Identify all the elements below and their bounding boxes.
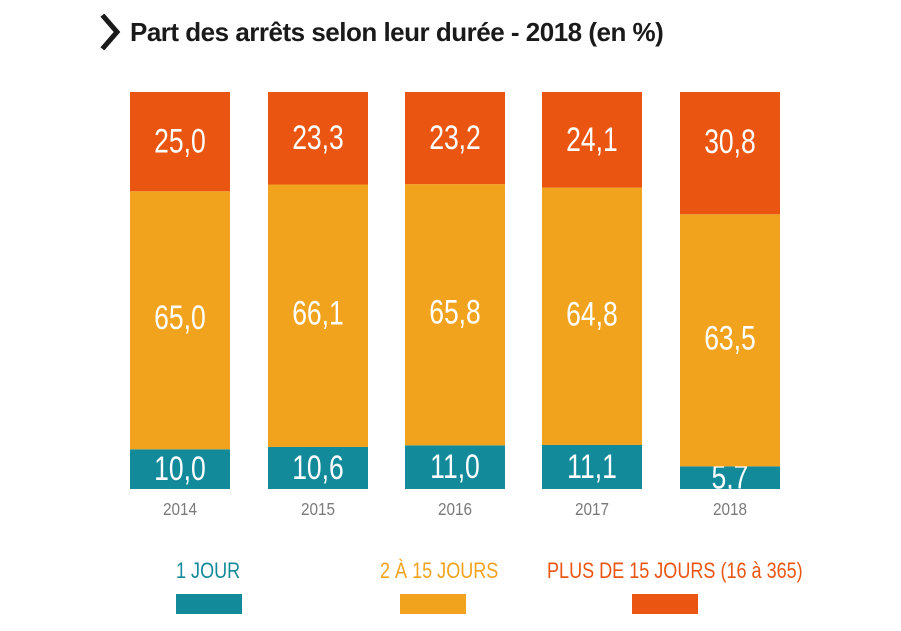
- bar-segment-2014-1: [130, 449, 230, 489]
- bar-value-label-2014-3: 25,0: [154, 122, 206, 160]
- chevron-right-icon: [100, 14, 121, 50]
- bar-value-label-2018-2: 63,5: [704, 319, 756, 357]
- bar-value-label-2015-3: 23,3: [292, 119, 344, 157]
- bar-segment-2016-3: [405, 92, 505, 185]
- chart-title-row: Part des arrêts selon leur durée - 2018 …: [100, 12, 664, 52]
- bar-value-label-2016-3: 23,2: [429, 119, 481, 157]
- bar-value-label-2016-1: 11,0: [430, 448, 480, 486]
- bar-segment-2016-2: [405, 184, 505, 446]
- legend-label-plus-de-15-jours: PLUS DE 15 JOURS (16 à 365): [547, 558, 803, 583]
- chart-title: Part des arrêts selon leur durée - 2018 …: [130, 16, 664, 47]
- bar-value-label-2014-1: 10,0: [154, 450, 206, 488]
- bar-segment-2015-1: [268, 446, 368, 489]
- stacked-bar-chart: 10,0 65,0 25,0 2014 10,6 66,1 23,3 2015 11,0 65,8…: [130, 92, 780, 519]
- legend-label-2-a-15-jours: 2 À 15 JOURS: [380, 558, 499, 583]
- x-tick-label-2016: 2016: [438, 499, 472, 519]
- bar-segment-2015-3: [268, 92, 368, 185]
- bar-segment-2014-3: [130, 92, 230, 192]
- bar-value-label-2016-2: 65,8: [429, 294, 481, 332]
- bar-segment-2018-2: [680, 214, 780, 467]
- bar-value-label-2015-1: 10,6: [292, 449, 344, 487]
- legend-label-1-jour: 1 JOUR: [176, 558, 241, 583]
- bar-value-label-2017-1: 11,1: [567, 448, 617, 486]
- legend-swatch-2-a-15-jours: [400, 594, 466, 614]
- bar-value-label-2014-2: 65,0: [154, 299, 206, 337]
- x-tick-label-2014: 2014: [163, 499, 197, 519]
- x-tick-label-2015: 2015: [301, 499, 335, 519]
- bar-segment-2017-1: [542, 444, 642, 489]
- bar-value-label-2018-3: 30,8: [704, 123, 756, 161]
- bar-value-label-2015-2: 66,1: [292, 295, 344, 333]
- bar-segment-2018-3: [680, 92, 780, 215]
- bar-segment-2018-1: [680, 466, 780, 489]
- legend-swatch-plus-de-15-jours: [632, 594, 698, 614]
- x-tick-label-2018: 2018: [713, 499, 747, 519]
- bar-segment-2015-2: [268, 184, 368, 447]
- x-tick-label-2017: 2017: [575, 499, 609, 519]
- bar-segment-2016-1: [405, 445, 505, 489]
- bar-value-label-2017-2: 64,8: [566, 295, 618, 333]
- bar-segment-2017-3: [542, 92, 642, 188]
- legend-swatch-1-jour: [176, 594, 242, 614]
- bar-segment-2014-2: [130, 191, 230, 450]
- bar-segment-2017-2: [542, 187, 642, 445]
- bar-value-label-2017-3: 24,1: [566, 121, 618, 159]
